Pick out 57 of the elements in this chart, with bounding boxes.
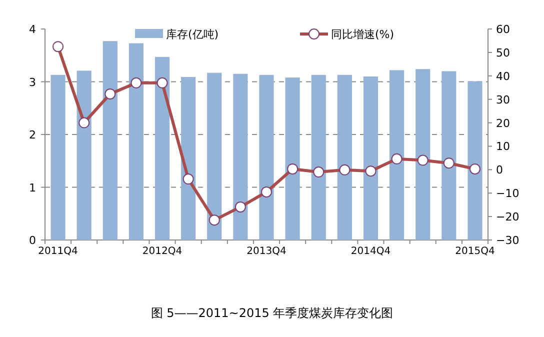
- legend-label: 同比增速(%): [331, 28, 394, 41]
- y-tick-label: 1: [29, 181, 36, 194]
- bar: [363, 76, 378, 240]
- point: [443, 158, 454, 169]
- point: [339, 164, 350, 176]
- y2-tick-label: 40: [496, 70, 510, 83]
- point: [104, 88, 116, 100]
- y-tick-label: 0: [29, 234, 36, 247]
- point: [130, 77, 142, 88]
- point: [391, 153, 402, 164]
- bar: [50, 74, 66, 240]
- point: [234, 201, 246, 212]
- y2-tick-label: 30: [496, 93, 510, 106]
- x-tick-label: 2014Q4: [350, 246, 391, 257]
- point: [417, 154, 428, 166]
- point: [78, 117, 90, 128]
- point: [208, 214, 220, 226]
- bar: [207, 72, 222, 240]
- bar: [181, 77, 196, 240]
- bar: [337, 74, 352, 240]
- bar: [468, 81, 482, 240]
- caption: 图 5——2011~2015 年季度煤炭库存变化图: [150, 306, 394, 320]
- x-tick-label: 2012Q4: [142, 246, 182, 257]
- point: [287, 163, 298, 174]
- y-tick-label: 2: [29, 128, 36, 142]
- y2-tick-label: 0: [496, 164, 503, 177]
- point: [261, 186, 272, 198]
- bar: [76, 70, 92, 240]
- point: [52, 41, 64, 52]
- bar: [390, 70, 404, 240]
- bar: [442, 71, 456, 240]
- legend-label: 库存(亿吨): [166, 28, 219, 41]
- y-tick-label: 4: [29, 23, 36, 36]
- point: [313, 166, 324, 178]
- x-tick-label: 2011Q4: [38, 246, 78, 257]
- bar: [259, 74, 274, 240]
- bar: [311, 74, 326, 240]
- y2-tick-label: −20: [496, 210, 520, 224]
- bar: [102, 41, 118, 240]
- point: [469, 163, 480, 174]
- y2-tick-label: −10: [496, 187, 520, 200]
- y-tick-label: 3: [29, 76, 36, 89]
- x-tick-label: 2015Q4: [455, 246, 495, 257]
- bar: [233, 74, 248, 240]
- bar: [416, 69, 430, 240]
- y2-tick-label: 50: [496, 46, 510, 60]
- x-tick-label: 2013Q4: [246, 246, 286, 257]
- bar: [128, 43, 144, 240]
- y2-tick-label: 20: [496, 116, 510, 130]
- bar: [285, 78, 300, 240]
- y2-tick-label: 60: [496, 23, 510, 36]
- point: [182, 174, 194, 185]
- bar: [154, 56, 170, 240]
- y2-tick-label: −30: [496, 234, 520, 247]
- y2-tick-label: 10: [496, 140, 510, 154]
- point: [156, 77, 168, 88]
- point: [365, 166, 376, 177]
